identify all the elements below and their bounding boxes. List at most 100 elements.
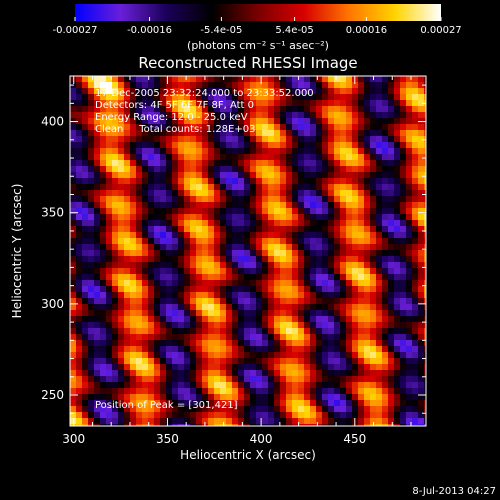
heatmap-cell xyxy=(250,142,257,149)
heatmap-cell xyxy=(262,148,269,155)
heatmap-cell xyxy=(412,166,419,173)
heatmap-cell xyxy=(340,370,347,377)
heatmap-cell xyxy=(154,322,161,329)
heatmap-cell xyxy=(208,388,215,395)
heatmap-cell xyxy=(334,208,341,215)
heatmap-cell xyxy=(136,280,143,287)
heatmap-cell xyxy=(118,178,125,185)
heatmap-cell xyxy=(370,214,377,221)
heatmap-cell xyxy=(406,346,413,353)
heatmap-cell xyxy=(334,82,341,89)
heatmap-cell xyxy=(232,220,239,227)
heatmap-cell xyxy=(334,106,341,113)
heatmap-cell xyxy=(76,262,83,269)
heatmap-cell xyxy=(412,142,419,149)
heatmap-cell xyxy=(358,328,365,335)
heatmap-cell xyxy=(424,262,426,269)
heatmap-cell xyxy=(268,370,275,377)
heatmap-cell xyxy=(208,274,215,281)
heatmap-cell xyxy=(412,388,419,395)
heatmap-cell xyxy=(376,358,383,365)
heatmap-cell xyxy=(130,274,137,281)
heatmap-cell xyxy=(184,262,191,269)
heatmap-cell xyxy=(214,112,221,119)
heatmap-cell xyxy=(220,148,227,155)
heatmap-cell xyxy=(244,184,251,191)
heatmap-cell xyxy=(364,256,371,263)
heatmap-cell xyxy=(352,292,359,299)
heatmap-cell xyxy=(172,226,179,233)
heatmap-cell xyxy=(232,370,239,377)
heatmap-cell xyxy=(286,220,293,227)
heatmap-cell xyxy=(154,226,161,233)
heatmap-cell xyxy=(154,160,161,167)
heatmap-cell xyxy=(388,244,395,251)
heatmap-cell xyxy=(370,202,377,209)
heatmap-cell xyxy=(202,268,209,275)
heatmap-cell xyxy=(130,346,137,353)
heatmap-cell xyxy=(118,328,125,335)
heatmap-cell xyxy=(388,136,395,143)
heatmap-cell xyxy=(190,148,197,155)
heatmap-cell xyxy=(418,292,425,299)
heatmap-cell xyxy=(214,136,221,143)
heatmap-cell xyxy=(394,184,401,191)
heatmap-cell xyxy=(244,274,251,281)
heatmap-cell xyxy=(100,280,107,287)
heatmap-cell xyxy=(424,412,426,419)
heatmap-cell xyxy=(214,352,221,359)
heatmap-cell xyxy=(238,268,245,275)
heatmap-cell xyxy=(304,136,311,143)
heatmap-cell xyxy=(286,412,293,419)
heatmap-cell xyxy=(178,340,185,347)
heatmap-cell xyxy=(406,280,413,287)
heatmap-cell xyxy=(106,244,113,251)
heatmap-cell xyxy=(106,424,113,426)
heatmap-cell xyxy=(280,124,287,131)
heatmap-cell xyxy=(244,382,251,389)
heatmap-cell xyxy=(238,406,245,413)
heatmap-cell xyxy=(202,100,209,107)
heatmap-cell xyxy=(310,184,317,191)
heatmap-cell xyxy=(418,286,425,293)
heatmap-cell xyxy=(166,244,173,251)
heatmap-cell xyxy=(262,172,269,179)
heatmap-cell xyxy=(322,82,329,89)
heatmap-cell xyxy=(328,406,335,413)
heatmap-cell xyxy=(70,412,77,419)
heatmap-cell xyxy=(244,250,251,257)
heatmap-cell xyxy=(388,232,395,239)
heatmap-cell xyxy=(76,292,83,299)
heatmap-cell xyxy=(388,160,395,167)
heatmap-cell xyxy=(184,418,191,425)
heatmap-cell xyxy=(166,328,173,335)
heatmap-cell xyxy=(310,382,317,389)
heatmap-cell xyxy=(82,154,89,161)
heatmap-cell xyxy=(76,316,83,323)
heatmap-cell xyxy=(136,268,143,275)
heatmap-cell xyxy=(148,190,155,197)
heatmap-cell xyxy=(340,196,347,203)
heatmap-cell xyxy=(280,94,287,101)
heatmap-cell xyxy=(250,382,257,389)
heatmap-cell xyxy=(286,202,293,209)
heatmap-cell xyxy=(190,124,197,131)
heatmap-cell xyxy=(370,136,377,143)
heatmap-cell xyxy=(352,82,359,89)
heatmap-cell xyxy=(232,262,239,269)
heatmap-cell xyxy=(346,376,353,383)
heatmap-cell xyxy=(100,364,107,371)
heatmap-cell xyxy=(298,382,305,389)
heatmap-cell xyxy=(352,106,359,113)
heatmap-cell xyxy=(406,286,413,293)
heatmap-cell xyxy=(382,292,389,299)
heatmap-cell xyxy=(112,76,119,83)
heatmap-cell xyxy=(184,100,191,107)
heatmap-cell xyxy=(268,196,275,203)
heatmap-cell xyxy=(106,202,113,209)
heatmap-cell xyxy=(100,172,107,179)
heatmap-cell xyxy=(280,178,287,185)
heatmap-cell xyxy=(190,400,197,407)
heatmap-cell xyxy=(118,292,125,299)
heatmap-cell xyxy=(304,382,311,389)
